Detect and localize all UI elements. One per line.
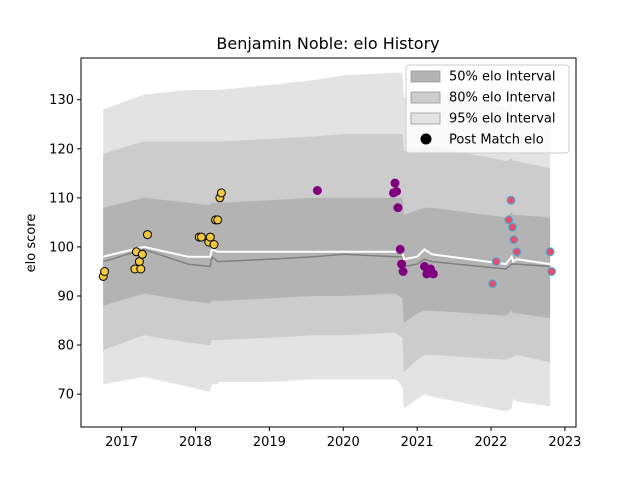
- legend-label: Post Match elo: [449, 133, 544, 148]
- y-axis: 70 80 90 100 110 120 130: [49, 93, 81, 403]
- x-tick-label: 2017: [105, 435, 138, 450]
- data-point: [143, 230, 152, 240]
- data-point: [205, 232, 215, 242]
- data-point: [398, 267, 408, 276]
- y-tick-label: 70: [57, 388, 74, 403]
- y-axis-label: elo score: [24, 214, 39, 273]
- legend-box: [405, 64, 570, 154]
- data-point: [196, 232, 206, 242]
- data-point: [491, 257, 501, 267]
- data-point: [134, 257, 144, 267]
- legend: 50% elo Interval 80% elo Interval 95% elo …: [405, 64, 570, 154]
- data-point: [395, 244, 405, 254]
- median-line: [102, 248, 551, 270]
- data-point: [512, 247, 522, 257]
- data-point: [213, 215, 223, 225]
- y-tick-label: 130: [49, 93, 74, 108]
- legend-marker: [420, 133, 432, 145]
- legend-label: 80% elo Interval: [449, 91, 556, 106]
- x-tick-label: 2023: [548, 435, 581, 450]
- band-50: [103, 197, 551, 323]
- legend-swatch: [410, 91, 441, 104]
- y-tick-label: 120: [49, 142, 74, 157]
- data-point: [392, 187, 401, 196]
- legend-swatch: [410, 70, 441, 83]
- data-point: [209, 240, 219, 249]
- legend-label: 50% elo Interval: [449, 70, 556, 85]
- data-point: [509, 235, 519, 245]
- y-tick-label: 110: [49, 191, 74, 206]
- chart-title: Benjamin Noble: elo History: [216, 34, 439, 53]
- x-axis: 2017 2018 2019 2020 2021 2022 2023: [105, 427, 581, 450]
- y-tick-label: 100: [49, 240, 74, 255]
- data-point: [547, 267, 557, 276]
- series-1: [98, 188, 226, 281]
- data-point: [545, 247, 555, 257]
- data-point: [504, 215, 514, 225]
- legend-label: 95% elo Interval: [449, 112, 556, 127]
- data-point: [312, 186, 322, 195]
- series-3: [488, 195, 557, 289]
- y-tick-label: 90: [57, 289, 74, 304]
- x-tick-label: 2022: [474, 435, 507, 450]
- data-point: [216, 188, 226, 198]
- legend-swatch: [410, 112, 441, 125]
- data-point: [137, 249, 147, 259]
- plot-frame: [80, 57, 577, 428]
- x-tick-label: 2020: [327, 435, 360, 450]
- x-tick-label: 2019: [253, 435, 286, 450]
- series-2: [312, 178, 438, 279]
- data-point: [508, 222, 517, 232]
- y-tick-label: 80: [57, 339, 74, 354]
- data-point: [393, 203, 403, 213]
- data-point: [136, 264, 146, 274]
- data-point: [488, 279, 497, 289]
- x-tick-label: 2018: [179, 435, 212, 450]
- data-point: [100, 267, 110, 276]
- data-point: [506, 195, 516, 205]
- data-point: [428, 269, 438, 279]
- data-point: [390, 178, 400, 188]
- plot-area: [98, 72, 557, 412]
- x-tick-label: 2021: [401, 435, 434, 450]
- data-point: [397, 259, 407, 269]
